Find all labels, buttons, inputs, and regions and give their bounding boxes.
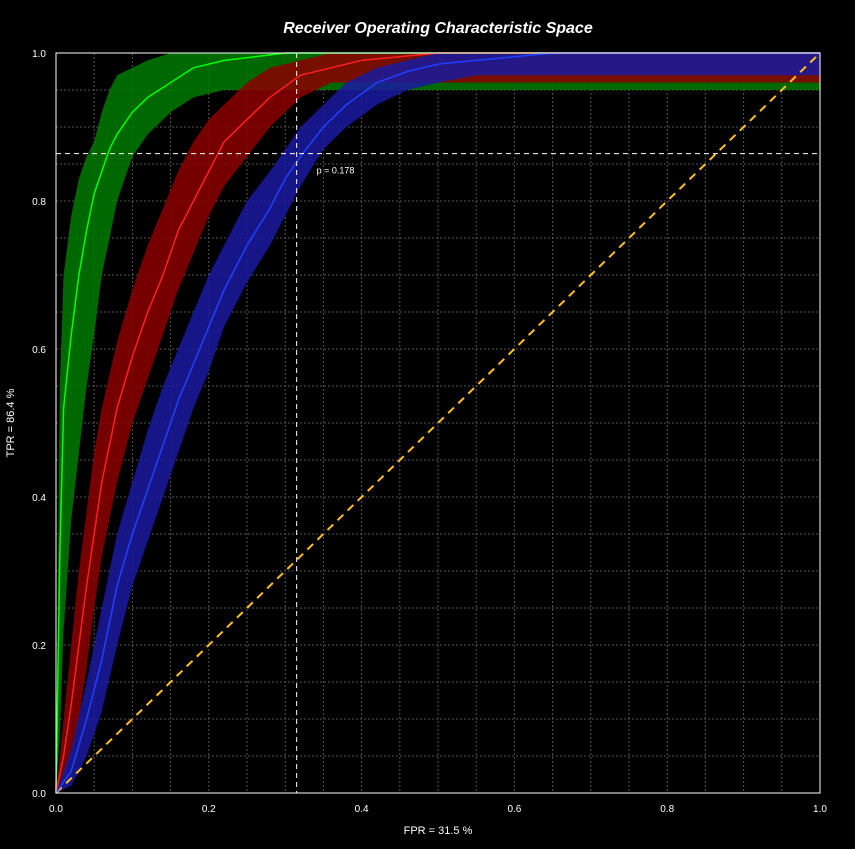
- y-tick-label: 1.0: [32, 49, 46, 60]
- y-axis-label: TPR = 86.4 %: [5, 388, 17, 457]
- x-tick-label: 0.2: [202, 804, 216, 815]
- x-tick-label: 0.4: [355, 804, 369, 815]
- y-tick-label: 0.8: [32, 197, 46, 208]
- roc-curve-2: [55, 52, 820, 794]
- x-axis-label: FPR = 31.5 %: [404, 825, 473, 837]
- plot-frame: [55, 52, 821, 794]
- x-tick-label: 1.0: [813, 804, 827, 815]
- plot-grid: [56, 53, 820, 793]
- y-tick-label: 0.0: [32, 789, 46, 800]
- x-tick-label: 0.6: [507, 804, 521, 815]
- y-tick-label: 0.4: [32, 493, 46, 504]
- confidence-band-3: [56, 53, 820, 793]
- y-tick-labels: 0.0 0.2 0.4 0.6 0.8 1.0: [32, 49, 46, 800]
- y-tick-label: 0.2: [32, 641, 46, 652]
- x-tick-label: 0.8: [660, 804, 674, 815]
- x-tick-label: 0.0: [49, 804, 63, 815]
- reference-diagonal-line: [55, 52, 821, 794]
- operating-point-crosshair: [56, 53, 820, 793]
- confidence-bands: [56, 53, 820, 793]
- x-tick-labels: 0.0 0.2 0.4 0.6 0.8 1.0: [49, 804, 827, 815]
- y-tick-label: 0.6: [32, 345, 46, 356]
- chart-title: Receiver Operating Characteristic Space: [283, 20, 593, 37]
- reference-diagonal: [55, 52, 821, 794]
- operating-point-label: p = 0.178: [317, 166, 355, 176]
- confidence-band-1: [56, 53, 820, 793]
- roc-curve-3: [55, 52, 820, 794]
